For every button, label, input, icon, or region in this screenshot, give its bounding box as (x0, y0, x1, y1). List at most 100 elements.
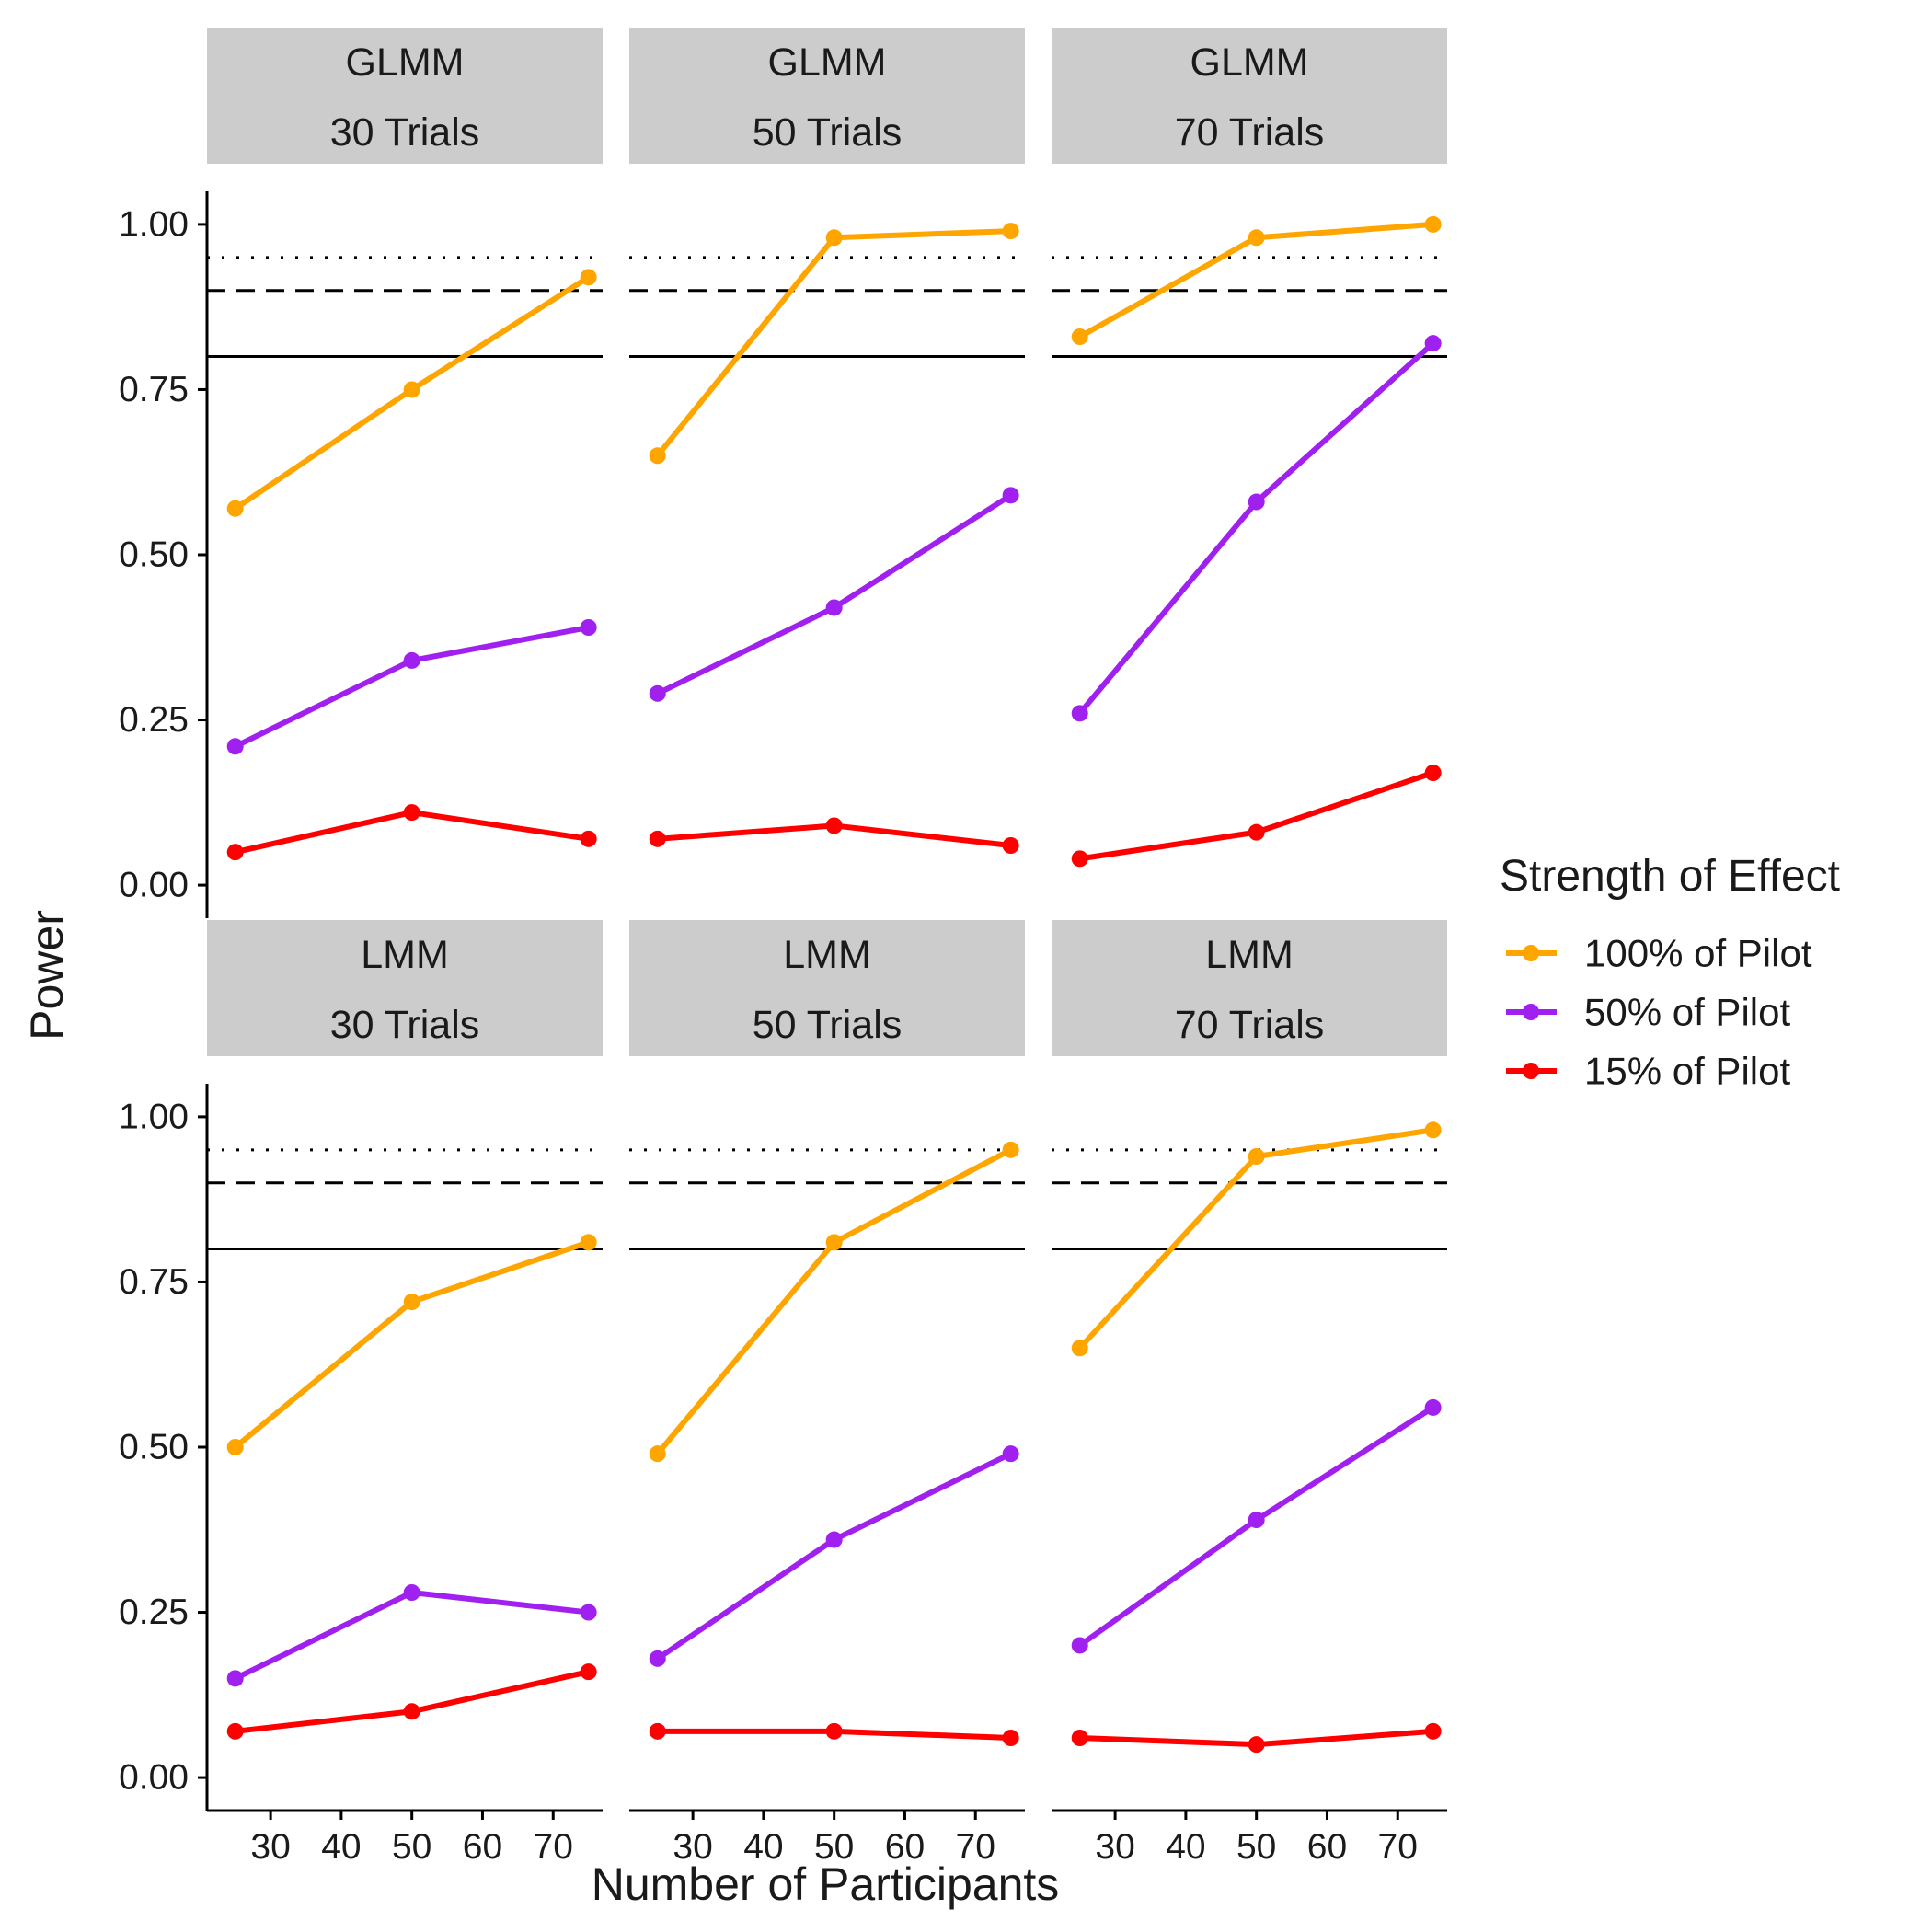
data-point-50-of-pilot (825, 599, 843, 616)
legend-label-100-of-pilot: 100% of Pilot (1584, 932, 1812, 975)
data-point-50-of-pilot (580, 1604, 597, 1621)
facet-strip-trials: 30 Trials (330, 110, 480, 155)
data-point-15-of-pilot (1424, 765, 1442, 781)
x-tick-label: 30 (1095, 1827, 1134, 1867)
data-point-50-of-pilot (226, 1670, 244, 1687)
y-tick-label: 0.50 (119, 535, 189, 575)
data-point-15-of-pilot (1002, 837, 1019, 854)
y-axis-title: Power (21, 910, 73, 1041)
data-point-100-of-pilot (1002, 223, 1019, 240)
y-tick-label: 0.00 (119, 1758, 189, 1798)
y-tick-label: 0.50 (119, 1428, 189, 1467)
data-point-50-of-pilot (226, 738, 244, 755)
data-point-15-of-pilot (226, 844, 244, 861)
data-point-100-of-pilot (580, 269, 597, 286)
facet-strip-model: GLMM (346, 40, 465, 85)
legend-key-point (1523, 945, 1539, 961)
data-point-100-of-pilot (1002, 1141, 1019, 1158)
panel-glmm-50-trials: GLMM 50 Trials (629, 28, 1025, 854)
data-point-100-of-pilot (649, 447, 666, 465)
data-point-100-of-pilot (403, 1294, 420, 1310)
y-tick-label: 0.25 (119, 700, 189, 740)
data-point-15-of-pilot (649, 830, 666, 847)
facet-strip (629, 28, 1025, 164)
x-tick-label: 30 (250, 1827, 290, 1867)
legend-label-15-of-pilot: 15% of Pilot (1584, 1050, 1790, 1093)
data-point-100-of-pilot (580, 1234, 597, 1251)
data-point-50-of-pilot (403, 651, 420, 669)
x-tick-label: 40 (321, 1827, 361, 1867)
facet-strip (1052, 920, 1447, 1056)
data-point-15-of-pilot (403, 1703, 420, 1720)
data-point-50-of-pilot (649, 684, 666, 702)
facet-strip-trials: 50 Trials (753, 1003, 903, 1047)
data-point-100-of-pilot (1248, 1148, 1265, 1165)
legend-key-point (1523, 1004, 1539, 1020)
data-point-15-of-pilot (226, 1722, 244, 1740)
x-tick-label: 70 (956, 1827, 995, 1867)
data-point-15-of-pilot (1071, 1730, 1088, 1746)
data-point-50-of-pilot (403, 1584, 420, 1601)
y-tick-label: 0.75 (119, 1262, 189, 1302)
data-point-15-of-pilot (580, 830, 597, 847)
panel-lmm-30-trials: LMM 30 Trials 0.00 0.25 0.50 0.75 1.00 30 40 50 60… (119, 920, 603, 1867)
facet-strip (629, 920, 1025, 1056)
facet-strip-model: LMM (361, 933, 449, 977)
panel-lmm-50-trials: LMM 50 Trials 30 40 50 60 70 (629, 920, 1025, 1867)
x-tick-label: 70 (1378, 1827, 1418, 1867)
facet-strip-model: GLMM (1190, 40, 1309, 85)
x-tick-label: 40 (1166, 1827, 1205, 1867)
data-point-100-of-pilot (226, 500, 244, 517)
data-point-50-of-pilot (1071, 705, 1088, 722)
data-point-15-of-pilot (649, 1722, 666, 1740)
facet-strip-trials: 70 Trials (1175, 1003, 1325, 1047)
data-point-100-of-pilot (403, 381, 420, 398)
data-point-15-of-pilot (1071, 850, 1088, 868)
y-tick-label: 1.00 (119, 204, 189, 244)
data-point-50-of-pilot (825, 1531, 843, 1548)
facet-strip (207, 920, 603, 1056)
x-tick-label: 60 (1307, 1827, 1347, 1867)
data-point-15-of-pilot (825, 817, 843, 834)
data-point-50-of-pilot (1424, 1398, 1442, 1416)
facet-strip-trials: 70 Trials (1175, 110, 1325, 155)
y-tick-label: 0.75 (119, 370, 189, 409)
panel-glmm-70-trials: GLMM 70 Trials (1052, 28, 1447, 868)
data-point-15-of-pilot (825, 1722, 843, 1740)
facet-strip (207, 28, 603, 164)
data-point-100-of-pilot (1071, 1340, 1088, 1357)
data-point-100-of-pilot (1071, 328, 1088, 345)
facet-strip (1052, 28, 1447, 164)
data-point-100-of-pilot (1424, 215, 1442, 233)
facet-strip-model: GLMM (768, 40, 887, 85)
data-point-50-of-pilot (1002, 487, 1019, 504)
y-tick-label: 0.25 (119, 1593, 189, 1632)
x-tick-label: 50 (814, 1827, 854, 1867)
data-point-50-of-pilot (1424, 335, 1442, 352)
data-point-100-of-pilot (1424, 1121, 1442, 1139)
panel-lmm-70-trials: LMM 70 Trials 30 40 50 60 70 (1052, 920, 1447, 1867)
panel-glmm-30-trials: GLMM 30 Trials 0.00 0.25 0.50 0.75 1.00 (119, 28, 603, 918)
facet-strip-trials: 50 Trials (753, 110, 903, 155)
x-tick-label: 50 (1236, 1827, 1276, 1867)
data-point-15-of-pilot (403, 804, 420, 822)
data-point-50-of-pilot (1248, 493, 1265, 511)
facet-strip-model: LMM (783, 933, 871, 977)
data-point-15-of-pilot (580, 1663, 597, 1681)
legend-label-50-of-pilot: 50% of Pilot (1584, 991, 1790, 1034)
x-axis-title: Number of Participants (592, 1858, 1060, 1910)
legend: Strength of Effect 100% of Pilot 50% of P… (1500, 852, 1840, 1093)
legend-key-point (1523, 1063, 1539, 1079)
data-point-100-of-pilot (226, 1439, 244, 1455)
data-point-100-of-pilot (649, 1445, 666, 1463)
data-point-15-of-pilot (1424, 1722, 1442, 1740)
data-point-100-of-pilot (825, 229, 843, 247)
data-point-50-of-pilot (580, 619, 597, 636)
x-tick-label: 70 (534, 1827, 573, 1867)
x-tick-label: 50 (392, 1827, 431, 1867)
data-point-15-of-pilot (1248, 823, 1265, 841)
data-point-50-of-pilot (1071, 1637, 1088, 1654)
data-point-50-of-pilot (1002, 1445, 1019, 1463)
data-point-100-of-pilot (1248, 229, 1265, 247)
